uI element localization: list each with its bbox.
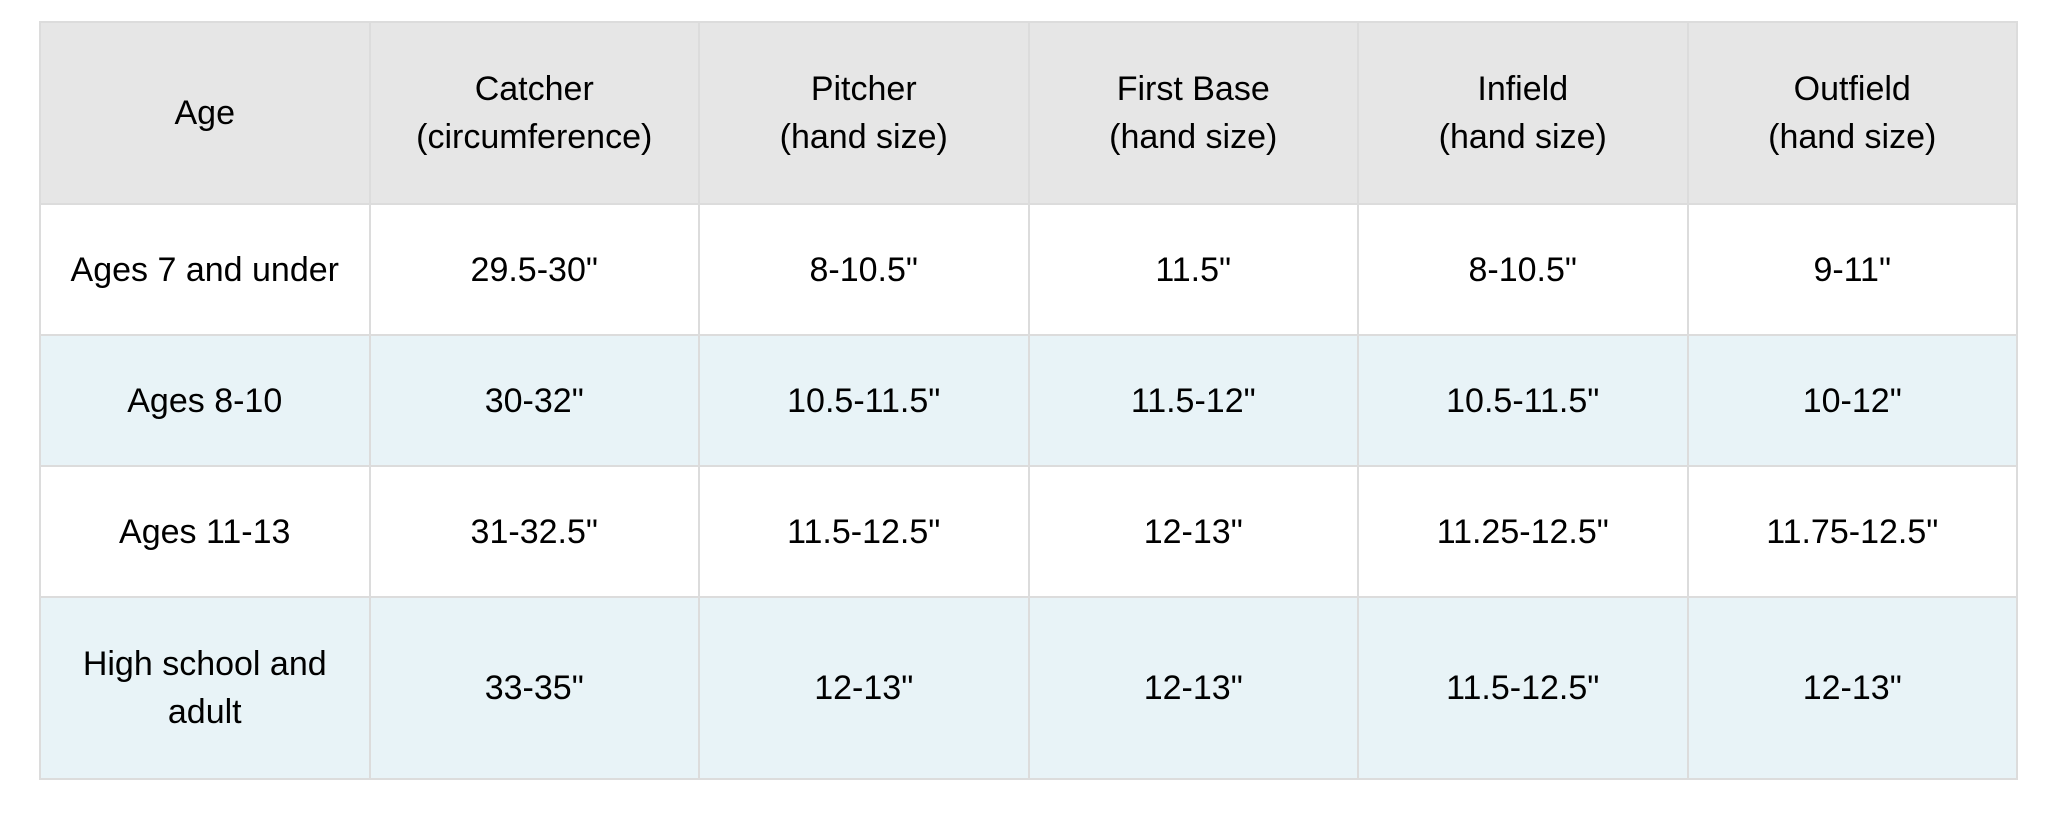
size-cell: 11.5" [1027, 203, 1359, 336]
table-row: Ages 7 and under 29.5-30" 8-10.5" 11.5" 8-10… [39, 203, 2018, 336]
header-text: (circumference) [416, 118, 653, 156]
header-cell: First Base (hand size) [1027, 21, 1359, 205]
header-text: Age [174, 94, 236, 132]
size-cell: 9-11" [1686, 203, 2018, 336]
age-cell: High school and adult [39, 596, 371, 780]
table-row: Ages 8-10 30-32" 10.5-11.5" 11.5-12" 10.5-11… [39, 334, 2018, 467]
table-row: High school and adult 33-35" 12-13" 12-13" 1… [39, 596, 2018, 780]
size-cell: 11.5-12.5" [1357, 596, 1689, 780]
size-cell: 29.5-30" [368, 203, 700, 336]
size-cell: 30-32" [368, 334, 700, 467]
size-cell: 12-13" [1027, 596, 1359, 780]
size-cell: 8-10.5" [698, 203, 1030, 336]
age-cell: Ages 11-13 [39, 465, 371, 598]
glove-size-table: Age Catcher (circumference) Pitcher (hand si… [39, 21, 2018, 780]
size-cell: 12-13" [698, 596, 1030, 780]
table-row: Ages 11-13 31-32.5" 11.5-12.5" 12-13" 11.25-… [39, 465, 2018, 598]
size-cell: 11.75-12.5" [1686, 465, 2018, 598]
header-row: Age Catcher (circumference) Pitcher (hand si… [39, 21, 2018, 205]
size-cell: 11.5-12" [1027, 334, 1359, 467]
size-cell: 33-35" [368, 596, 700, 780]
header-text: Pitcher [810, 70, 917, 108]
header-text: First Base [1116, 70, 1270, 108]
age-cell: Ages 8-10 [39, 334, 371, 467]
header-text: (hand size) [1438, 118, 1607, 156]
header-text: Infield [1477, 70, 1569, 108]
size-cell: 10-12" [1686, 334, 2018, 467]
header-text: (hand size) [1768, 118, 1937, 156]
header-cell: Pitcher (hand size) [698, 21, 1030, 205]
size-cell: 12-13" [1027, 465, 1359, 598]
age-cell: Ages 7 and under [39, 203, 371, 336]
size-cell: 10.5-11.5" [1357, 334, 1689, 467]
size-cell: 10.5-11.5" [698, 334, 1030, 467]
header-cell: Infield (hand size) [1357, 21, 1689, 205]
header-text: Catcher [474, 70, 594, 108]
header-cell: Catcher (circumference) [368, 21, 700, 205]
header-cell: Age [39, 21, 371, 205]
size-cell: 31-32.5" [368, 465, 700, 598]
size-cell: 11.5-12.5" [698, 465, 1030, 598]
size-cell: 12-13" [1686, 596, 2018, 780]
header-text: (hand size) [779, 118, 948, 156]
table-container: Age Catcher (circumference) Pitcher (hand si… [39, 21, 2018, 780]
size-cell: 8-10.5" [1357, 203, 1689, 336]
header-text: Outfield [1793, 70, 1911, 108]
size-cell: 11.25-12.5" [1357, 465, 1689, 598]
header-cell: Outfield (hand size) [1686, 21, 2018, 205]
header-text: (hand size) [1109, 118, 1278, 156]
